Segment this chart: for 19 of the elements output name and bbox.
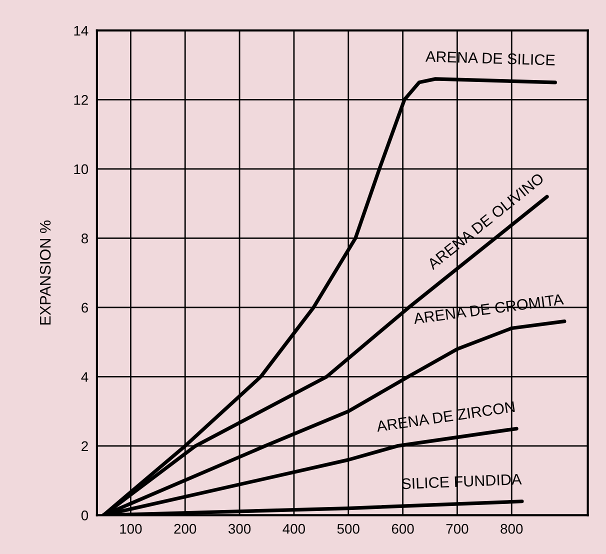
y-tick-label: 10 xyxy=(74,164,88,174)
x-tick-label: 200 xyxy=(174,524,196,534)
y-axis-title: EXPANSION % xyxy=(40,220,51,325)
y-tick-label: 12 xyxy=(74,95,88,105)
y-tick-label: 8 xyxy=(82,234,88,244)
x-tick-label: 800 xyxy=(500,524,523,534)
x-tick-label: 400 xyxy=(282,524,305,534)
x-tick-label: 500 xyxy=(337,524,360,534)
x-tick-label: 100 xyxy=(120,524,142,534)
y-tick-label: 2 xyxy=(82,441,88,452)
x-tick-label: 700 xyxy=(446,524,468,534)
y-tick-label: 4 xyxy=(81,372,88,382)
y-tick-label: 0 xyxy=(81,510,88,520)
x-tick-label: 300 xyxy=(228,524,251,534)
x-tick-label: 600 xyxy=(392,524,414,534)
y-tick-label: 14 xyxy=(74,26,88,36)
y-tick-label: 6 xyxy=(82,302,88,313)
text: ARENA DE ZIRCON xyxy=(376,401,515,432)
series-label: SILICE FUNDIDA xyxy=(402,474,522,490)
